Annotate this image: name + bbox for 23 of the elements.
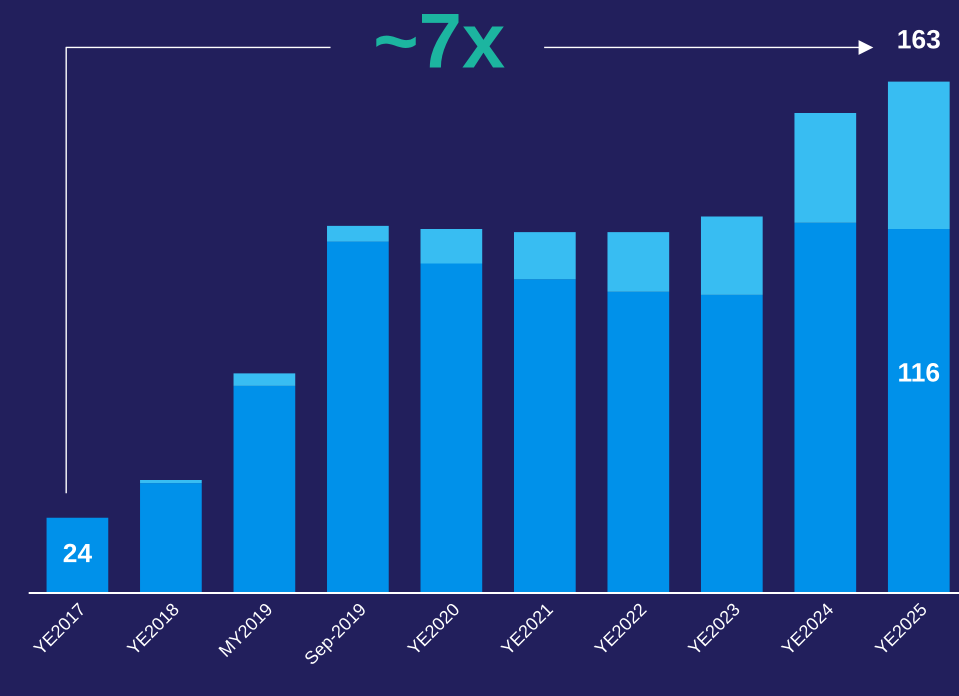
bar (234, 386, 296, 593)
bar (140, 480, 202, 484)
annotation: ~7x (376, 14, 505, 68)
bar (234, 373, 296, 386)
bar (888, 82, 950, 230)
data-label: 116 (899, 363, 940, 382)
bar (607, 292, 670, 593)
bar (140, 483, 202, 593)
bar (420, 229, 482, 264)
bar (700, 216, 763, 295)
bar (327, 242, 389, 593)
total-label: 163 (898, 30, 940, 49)
bar (327, 226, 389, 242)
data-label: 24 (64, 544, 92, 562)
bar (607, 232, 670, 292)
bar (514, 232, 576, 280)
bar (888, 229, 950, 593)
bar (514, 279, 576, 593)
bar (420, 264, 482, 593)
bar (700, 294, 763, 593)
bar (794, 112, 856, 223)
bar (794, 222, 856, 593)
bar (46, 518, 108, 593)
